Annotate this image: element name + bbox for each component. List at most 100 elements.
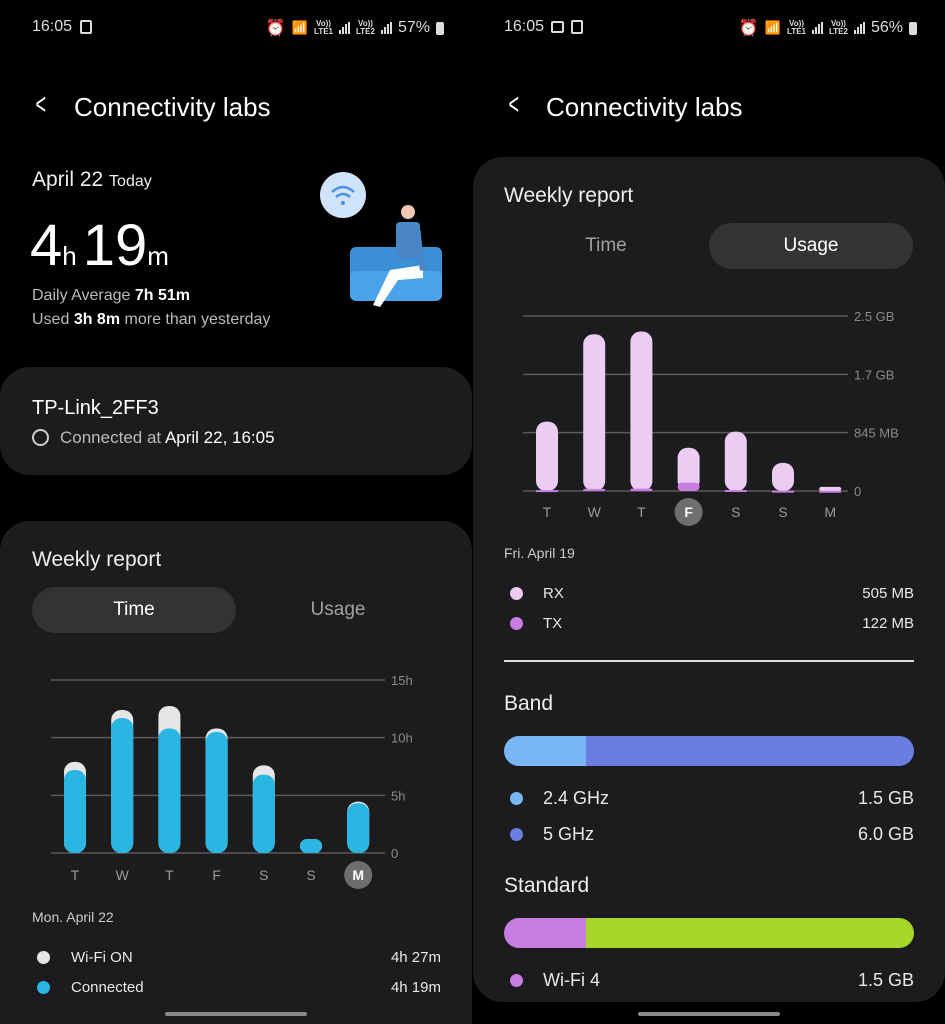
y-tick-label: 845 MB (854, 426, 899, 441)
rx-value: 505 MB (862, 585, 914, 602)
wifi4-value: 1.5 GB (857, 970, 914, 990)
tab-time[interactable]: Time (32, 587, 236, 633)
page-title: Connectivity labs (546, 92, 743, 122)
tab-time[interactable]: Time (585, 235, 627, 256)
today-date: April 22 Today (32, 168, 152, 191)
x-tick-label: F (684, 504, 693, 520)
x-tick-label: W (588, 504, 602, 520)
daily-average: Daily Average 7h 51m (32, 287, 191, 304)
selected-day-marker (674, 498, 703, 526)
back-button[interactable]: < (35, 88, 47, 121)
y-tick-label: 5h (391, 788, 405, 803)
battery-icon (436, 21, 444, 35)
tab-usage[interactable]: Usage (709, 223, 913, 269)
battery-percent: 56% (870, 19, 903, 36)
sim1-indicator: Vo)) LTE1 (787, 19, 806, 36)
x-tick-label: M (352, 867, 364, 883)
band-24-value: 1.5 GB (857, 788, 914, 808)
connected-value: 4h 19m (390, 979, 441, 996)
x-tick-label: T (71, 867, 80, 883)
weekly-report-title: Weekly report (32, 548, 162, 571)
band-24-label: 2.4 GHz (543, 788, 610, 808)
x-tick-label: T (543, 504, 552, 520)
x-tick-label: T (637, 504, 646, 520)
y-tick-label: 1.7 GB (854, 367, 894, 382)
alarm-icon: ⏰ (738, 20, 759, 37)
bar-tx (772, 490, 794, 493)
bar-rx (819, 486, 842, 491)
gallery-icon (551, 21, 564, 33)
y-tick-label: 0 (391, 846, 398, 861)
sim2-indicator: Vo)) LTE2 (829, 19, 848, 36)
illustration-person-wifi (320, 172, 442, 307)
rx-legend-dot (510, 587, 523, 600)
weekly-report-card: Weekly report Time Usage Fri. April 19 R… (473, 157, 945, 1002)
x-tick-label: F (212, 867, 221, 883)
x-tick-label: T (165, 867, 174, 883)
tab-usage[interactable]: Usage (310, 599, 366, 620)
bar-tx (819, 490, 842, 493)
battery-percent: 57% (397, 19, 430, 36)
x-tick-label: S (259, 867, 268, 883)
tx-legend-dot (510, 617, 523, 630)
tx-value: 122 MB (862, 615, 914, 632)
page-title: Connectivity labs (74, 92, 271, 122)
x-tick-label: S (306, 867, 315, 883)
wifi4-label: Wi-Fi 4 (543, 970, 600, 990)
wifi-icon: 📶 (291, 20, 309, 35)
today-total-time: 4h 19m (30, 213, 169, 278)
bar-rx (583, 334, 606, 491)
standard-share-bar (504, 918, 914, 948)
tx-label: TX (543, 615, 563, 632)
time-bar-chart: 0 5h 10h 15h T W T F S S M (51, 673, 413, 889)
bar-rx (630, 331, 653, 491)
band-24-legend-dot (510, 792, 523, 805)
x-tick-label: S (778, 504, 787, 520)
bar-connected (64, 769, 86, 853)
signal-icon (853, 22, 865, 34)
bar-connected (158, 728, 181, 853)
bar-rx (677, 447, 700, 491)
rx-label: RX (543, 585, 564, 602)
band-5-label: 5 GHz (543, 824, 595, 844)
clock-icon (32, 429, 49, 446)
bar-connected (300, 839, 322, 853)
status-icons: ⏰ 📶 Vo)) LTE1 Vo)) LTE2 57% (266, 18, 444, 38)
connected-label: Connected (71, 979, 144, 996)
bar-connected (111, 718, 134, 853)
screen-mirror-icon (571, 20, 583, 34)
home-indicator[interactable] (638, 1012, 780, 1016)
signal-icon (339, 22, 350, 34)
y-tick-label: 2.5 GB (854, 309, 894, 324)
y-tick-label: 10h (391, 731, 413, 746)
screen-mirror-icon (80, 20, 92, 34)
y-tick-label: 15h (391, 673, 413, 688)
wifi4-segment (504, 918, 586, 948)
x-tick-label: S (731, 504, 740, 520)
screen-right: 16:05 ⏰ 📶 Vo)) LTE1 Vo)) LTE2 56% < Connec… (473, 0, 945, 1024)
bar-rx (536, 421, 558, 491)
screen-left: 16:05 ⏰ 📶 Vo)) LTE1 Vo)) LTE2 57% < Connec… (0, 0, 472, 1024)
signal-icon (812, 22, 823, 34)
sim1-indicator: Vo)) LTE1 (314, 19, 333, 36)
x-tick-label: M (824, 504, 836, 520)
other-standard-segment (586, 918, 914, 948)
standard-title: Standard (504, 874, 590, 897)
x-tick-label: W (116, 867, 130, 883)
alarm-icon: ⏰ (265, 20, 286, 37)
usage-bar-chart: 0 845 MB 1.7 GB 2.5 GB T W T F S S M (523, 309, 899, 526)
home-indicator[interactable] (165, 1012, 307, 1016)
connected-legend-dot (37, 981, 50, 994)
bar-connected (205, 731, 228, 853)
band-24-segment (504, 736, 586, 766)
network-card[interactable]: TP-Link_2FF3 Connected at April 22, 16:0… (0, 367, 472, 475)
battery-icon (909, 21, 917, 35)
wifi-on-label: Wi-Fi ON (71, 949, 133, 966)
bar-connected (252, 774, 275, 853)
selected-day-marker (344, 861, 373, 889)
signal-icon (380, 22, 392, 34)
band-share-bar (504, 736, 914, 766)
wifi4-legend-dot (510, 974, 523, 987)
network-ssid: TP-Link_2FF3 (32, 397, 159, 419)
back-button[interactable]: < (508, 88, 520, 121)
